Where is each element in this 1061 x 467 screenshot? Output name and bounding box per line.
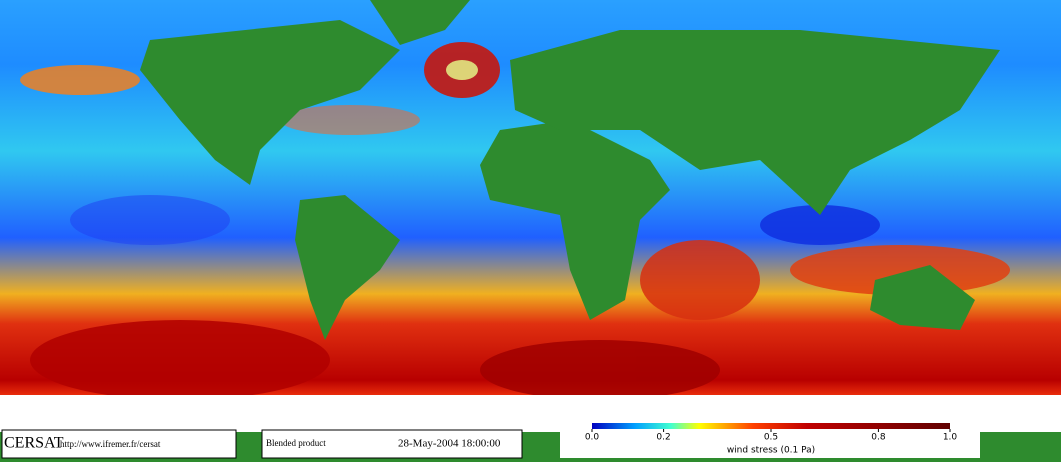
footer-box [261,429,523,459]
logo: CERSAT [4,435,64,452]
footer-box [1,429,237,459]
colorbar-label: wind stress (0.1 Pa) [727,446,815,456]
wind-patches [20,42,1010,400]
colorbar-tick-label: 0.0 [585,433,600,443]
colorbar-tick-label: 0.8 [871,433,886,443]
url: http://www.ifremer.fr/cersat [60,439,161,449]
datetime: 28-May-2004 18:00:00 [398,438,501,450]
colorbar [592,423,950,429]
product: Blended product [266,438,326,448]
colorbar-tick-label: 1.0 [943,433,958,443]
land [140,0,1000,340]
colorbar-tick-label: 0.5 [764,433,778,443]
colorbar-tick-label: 0.2 [656,433,670,443]
